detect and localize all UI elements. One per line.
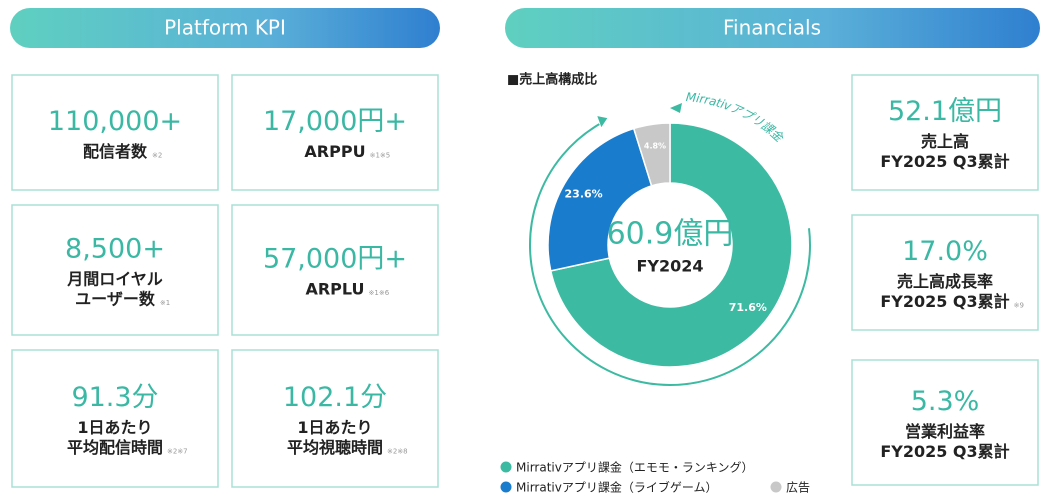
kpi-label: FY2025 Q3累計 bbox=[880, 442, 1009, 461]
kpi-note: ※2 bbox=[152, 152, 162, 160]
kpi-label: 売上高 bbox=[921, 132, 969, 151]
kpi-value: 52.1億円 bbox=[888, 96, 1002, 127]
kpi-label: ARPPU bbox=[304, 142, 365, 161]
kpi-label: ARPLU bbox=[305, 280, 364, 299]
kpi-card bbox=[851, 359, 1039, 486]
data-label: 23.6% bbox=[565, 188, 603, 201]
kpi-label: 平均配信時間 bbox=[67, 438, 163, 457]
kpi-label: ユーザー数 bbox=[75, 290, 156, 309]
kpi-label: 月間ロイヤル bbox=[66, 270, 163, 289]
kpi-card bbox=[11, 74, 219, 191]
header-pill bbox=[10, 8, 440, 48]
donut-segment bbox=[549, 122, 793, 368]
kpi-label: 営業利益率 bbox=[905, 422, 985, 441]
kpi-card bbox=[851, 214, 1039, 331]
header-pill bbox=[505, 8, 1040, 48]
kpi-value: 8,500+ bbox=[65, 234, 165, 265]
kpi-card bbox=[851, 74, 1039, 191]
kpi-card bbox=[231, 349, 439, 488]
legend-label: Mirrativアプリ課金（エモモ・ランキング） bbox=[516, 460, 753, 475]
kpi-note: ※1※6 bbox=[369, 289, 390, 297]
kpi-value: 91.3分 bbox=[71, 382, 158, 413]
legend-swatch bbox=[500, 481, 512, 493]
kpi-label: FY2025 Q3累計 bbox=[880, 152, 1009, 171]
kpi-label: 1日あたり bbox=[297, 418, 372, 437]
kpi-value: 57,000円+ bbox=[263, 244, 407, 275]
kpi-value: 102.1分 bbox=[283, 382, 387, 413]
data-label: 4.8% bbox=[644, 142, 666, 151]
kpi-card bbox=[11, 349, 219, 488]
kpi-value: 5.3% bbox=[911, 386, 980, 417]
kpi-label: 平均視聴時間 bbox=[287, 438, 383, 457]
kpi-label: 配信者数 bbox=[83, 142, 148, 161]
data-label: 71.6% bbox=[729, 301, 767, 314]
kpi-note: ※1※5 bbox=[370, 152, 391, 160]
kpi-value: 17.0% bbox=[902, 236, 988, 267]
section-title: Platform KPI bbox=[164, 16, 286, 40]
kpi-note: ※9 bbox=[1014, 302, 1024, 310]
legend-swatch bbox=[500, 461, 512, 473]
legend-label: 広告 bbox=[786, 481, 810, 495]
kpi-note: ※2※8 bbox=[387, 448, 408, 456]
donut-segment bbox=[547, 127, 653, 272]
arrow-ring bbox=[529, 123, 811, 386]
kpi-value: 110,000+ bbox=[48, 106, 182, 137]
arrow-head bbox=[597, 116, 608, 128]
kpi-note: ※2※7 bbox=[167, 448, 188, 456]
arrow-head bbox=[670, 103, 682, 113]
legend-label: Mirrativアプリ課金（ライブゲーム） bbox=[516, 480, 717, 495]
donut-segment bbox=[632, 122, 671, 187]
chart-title: ■売上高構成比 bbox=[507, 72, 597, 88]
kpi-card bbox=[11, 204, 219, 336]
kpi-card bbox=[231, 204, 439, 336]
kpi-label: 売上高成長率 bbox=[897, 272, 993, 291]
kpi-note: ※1 bbox=[160, 299, 170, 307]
kpi-label: FY2025 Q3累計 bbox=[880, 292, 1009, 311]
kpi-card bbox=[231, 74, 439, 191]
center-value: 60.9億円 bbox=[607, 217, 734, 252]
kpi-value: 17,000円+ bbox=[263, 106, 407, 137]
center-label: FY2024 bbox=[636, 257, 703, 276]
kpi-label: 1日あたり bbox=[77, 418, 152, 437]
section-title: Financials bbox=[723, 16, 821, 40]
legend-swatch bbox=[770, 481, 782, 493]
